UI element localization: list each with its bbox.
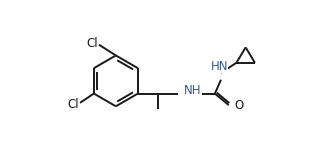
Text: HN: HN: [211, 60, 228, 73]
Text: Cl: Cl: [67, 98, 79, 111]
Text: NH: NH: [184, 84, 202, 97]
Text: O: O: [234, 99, 243, 112]
Text: Cl: Cl: [86, 37, 98, 50]
